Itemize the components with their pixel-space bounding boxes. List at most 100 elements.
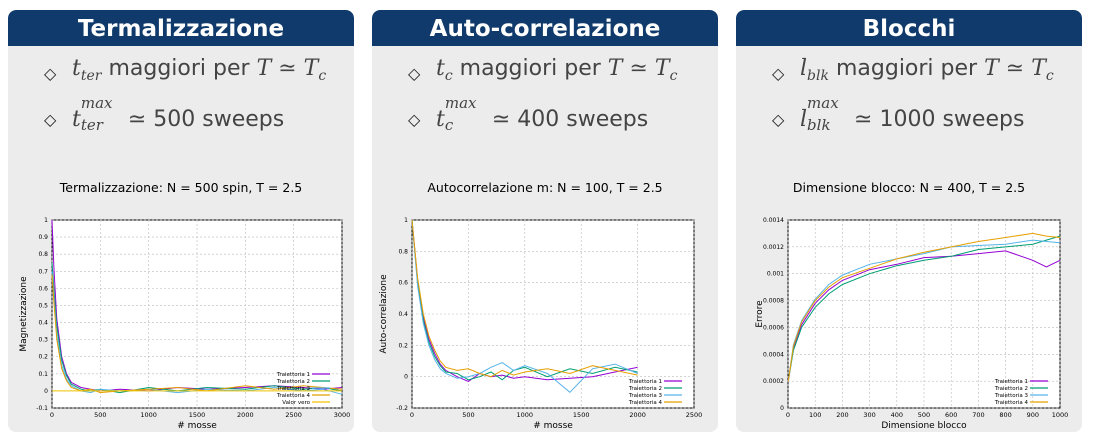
relation: ≃ (120, 107, 154, 132)
series-line-2 (411, 219, 638, 381)
panel-1: Termalizzazione ◇ tter maggiori per T ≃ … (8, 10, 354, 432)
series-line-2 (787, 235, 1061, 382)
y-tick-label: 1 (404, 217, 408, 224)
legend-label: Traiettoria 3 (276, 386, 311, 392)
symbol-superscript: max (807, 94, 839, 112)
chart-title: Termalizzazione: N = 500 spin, T = 2.5 (59, 180, 303, 195)
y-axis-label: Magnetizzazione (19, 276, 29, 352)
bullet-text: maggiori per (101, 56, 257, 81)
legend-label: Valor vero (282, 400, 310, 406)
series-line-4 (51, 274, 343, 394)
diamond-bullet-icon: ◇ (408, 64, 421, 83)
bullet-text: 1000 sweeps (879, 107, 1025, 132)
x-tick-label: 2000 (237, 411, 254, 419)
relation: ≃ (847, 107, 880, 132)
legend-label: Traiettoria 4 (276, 393, 311, 399)
x-tick-label: 700 (972, 411, 984, 419)
x-tick-label: 100 (809, 411, 821, 419)
legend-label: Traiettoria 2 (276, 379, 310, 385)
panel-title: Termalizzazione (8, 10, 354, 46)
x-tick-label: 2000 (629, 411, 646, 419)
y-tick-label: 0 (44, 388, 48, 395)
relation-subscript: c (318, 68, 327, 84)
legend-label: Traiettoria 2 (994, 386, 1028, 392)
bullet-2: ◇ l max blk ≃ 1000 sweeps (772, 94, 1082, 148)
y-tick-label: 0.0008 (763, 298, 784, 305)
legend-label: Traiettoria 2 (628, 386, 662, 392)
x-tick-label: 1500 (189, 411, 206, 419)
y-tick-label: 0.0006 (763, 324, 784, 331)
bullet-text: maggiori per (828, 56, 985, 81)
x-tick-label: 2500 (285, 411, 302, 419)
chart-1: Termalizzazione: N = 500 spin, T = 2.5 0 5… (19, 180, 351, 431)
x-axis-label: # mosse (533, 421, 573, 431)
panel-title: Blocchi (736, 10, 1082, 46)
x-axis-label: # mosse (177, 421, 217, 431)
y-tick-label: 0.2 (38, 354, 48, 361)
legend-label: Traiettoria 4 (994, 400, 1029, 406)
symbol-subscript: c (444, 68, 453, 84)
bullet-2: ◇ t max ter ≃ 500 sweeps (44, 94, 354, 148)
symbol-subscript: blk (807, 116, 831, 134)
x-tick-label: 300 (863, 411, 875, 419)
y-tick-label: 0.001 (767, 271, 784, 278)
y-tick-label: 0.8 (38, 251, 48, 258)
symbol-superscript: max (444, 94, 477, 112)
diamond-bullet-icon: ◇ (772, 64, 785, 83)
x-tick-label: 500 (462, 411, 474, 419)
chart-3: Dimensione blocco: N = 400, T = 2.5 0 100 2… (755, 180, 1069, 431)
legend-label: Traiettoria 1 (628, 379, 662, 385)
legend-label: Traiettoria 4 (628, 400, 663, 406)
symbol: l (800, 56, 808, 81)
y-tick-label: 0.6 (398, 280, 408, 287)
bullet-1: ◇ tc maggiori per T ≃ Tc (408, 56, 718, 102)
symbol: t (72, 107, 81, 132)
y-tick-label: 0.9 (38, 234, 48, 241)
x-tick-label: 1000 (517, 411, 534, 419)
y-tick-label: 0.5 (38, 302, 48, 309)
y-tick-label: 0.0004 (763, 351, 784, 358)
bullet-text: maggiori per (452, 56, 608, 81)
legend-label: Traiettoria 1 (994, 379, 1028, 385)
y-tick-label: 0.8 (398, 248, 408, 255)
relation: T ≃ T (256, 56, 319, 81)
y-tick-label: -0.2 (396, 405, 408, 412)
series-line-3 (51, 271, 343, 395)
symbol: t (436, 56, 445, 81)
x-tick-label: 3000 (334, 411, 351, 419)
y-tick-label: 0.0014 (763, 217, 784, 224)
x-tick-label: 800 (999, 411, 1011, 419)
diamond-bullet-icon: ◇ (772, 110, 785, 129)
x-tick-label: 500 (94, 411, 106, 419)
bullet-1: ◇ tter maggiori per T ≃ Tc (44, 56, 354, 102)
chart-title: Autocorrelazione m: N = 100, T = 2.5 (427, 180, 662, 195)
symbol-subscript: blk (807, 68, 829, 84)
x-tick-label: 1500 (573, 411, 590, 419)
x-axis-label: Dimensione blocco (881, 421, 967, 431)
x-tick-label: 1000 (140, 411, 157, 419)
y-tick-label: 0.0012 (763, 244, 784, 251)
diamond-bullet-icon: ◇ (44, 110, 57, 129)
y-axis-label: Errore (755, 300, 765, 328)
relation: ≃ (484, 107, 518, 132)
diamond-bullet-icon: ◇ (408, 110, 421, 129)
legend-label: Traiettoria 3 (628, 393, 663, 399)
x-tick-label: 0 (50, 411, 54, 419)
x-tick-label: 200 (836, 411, 848, 419)
relation: T ≃ T (984, 56, 1046, 81)
y-tick-label: 1 (44, 217, 48, 224)
y-tick-label: 0.2 (398, 342, 408, 349)
y-tick-label: 0.0002 (763, 378, 784, 385)
chart-2: Autocorrelazione m: N = 100, T = 2.5 0 500… (379, 180, 702, 431)
x-tick-label: 0 (410, 411, 414, 419)
panel-3: Blocchi ◇ lblk maggiori per T ≃ Tc ◇ l ma… (736, 10, 1082, 432)
bullet-1: ◇ lblk maggiori per T ≃ Tc (772, 56, 1082, 102)
y-tick-label: 0 (780, 405, 784, 412)
x-tick-label: 1000 (1052, 411, 1069, 419)
y-tick-label: 0.7 (38, 268, 48, 275)
symbol-subscript: ter (80, 68, 102, 84)
symbol: t (72, 56, 81, 81)
series-line-4 (787, 232, 1061, 382)
bullet-text: 400 sweeps (517, 107, 649, 132)
symbol-subscript: ter (80, 116, 103, 134)
